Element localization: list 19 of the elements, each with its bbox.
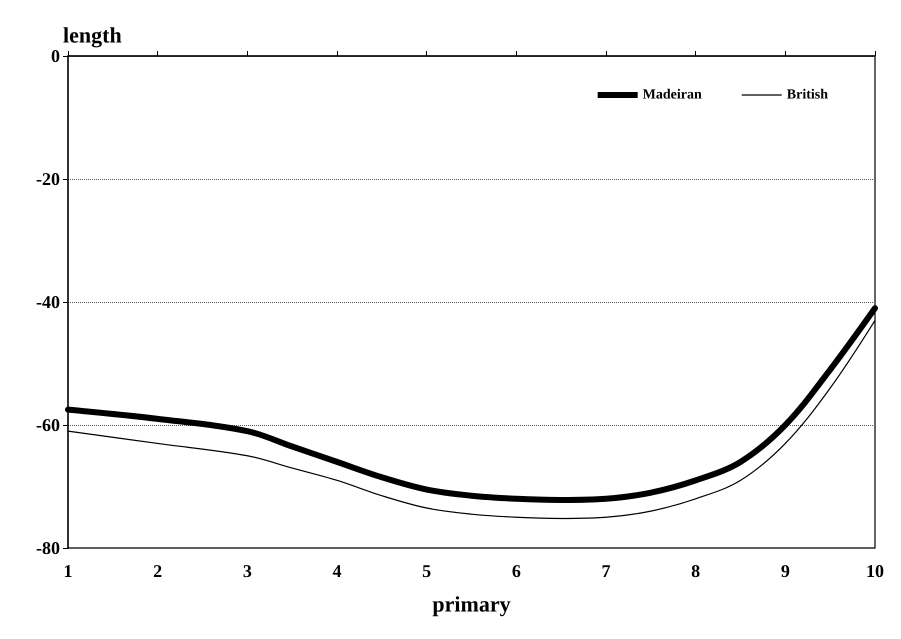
y-tick-label: -80 — [36, 538, 60, 558]
x-tick-label: 3 — [242, 561, 252, 581]
legend-label: Madeiran — [642, 88, 702, 102]
y-tick-label: -60 — [36, 415, 60, 435]
x-tick-label: 5 — [422, 561, 432, 581]
x-tick-label: 4 — [332, 561, 342, 581]
x-tick-label: 7 — [602, 561, 610, 581]
y-axis-title: length — [63, 22, 122, 48]
x-axis-title: primary — [432, 592, 511, 616]
x-tick-label: 1 — [64, 561, 72, 581]
legend-label: British — [786, 88, 828, 102]
y-tick-label: -20 — [36, 169, 60, 189]
x-tick-label: 10 — [866, 561, 884, 581]
x-tick-label: 6 — [512, 561, 521, 581]
x-tick-label: 2 — [153, 561, 162, 581]
y-tick-label: -40 — [36, 292, 60, 312]
x-tick-label: 8 — [691, 561, 700, 581]
x-tick-label: 9 — [780, 561, 790, 581]
y-tick-label: 0 — [51, 46, 60, 66]
